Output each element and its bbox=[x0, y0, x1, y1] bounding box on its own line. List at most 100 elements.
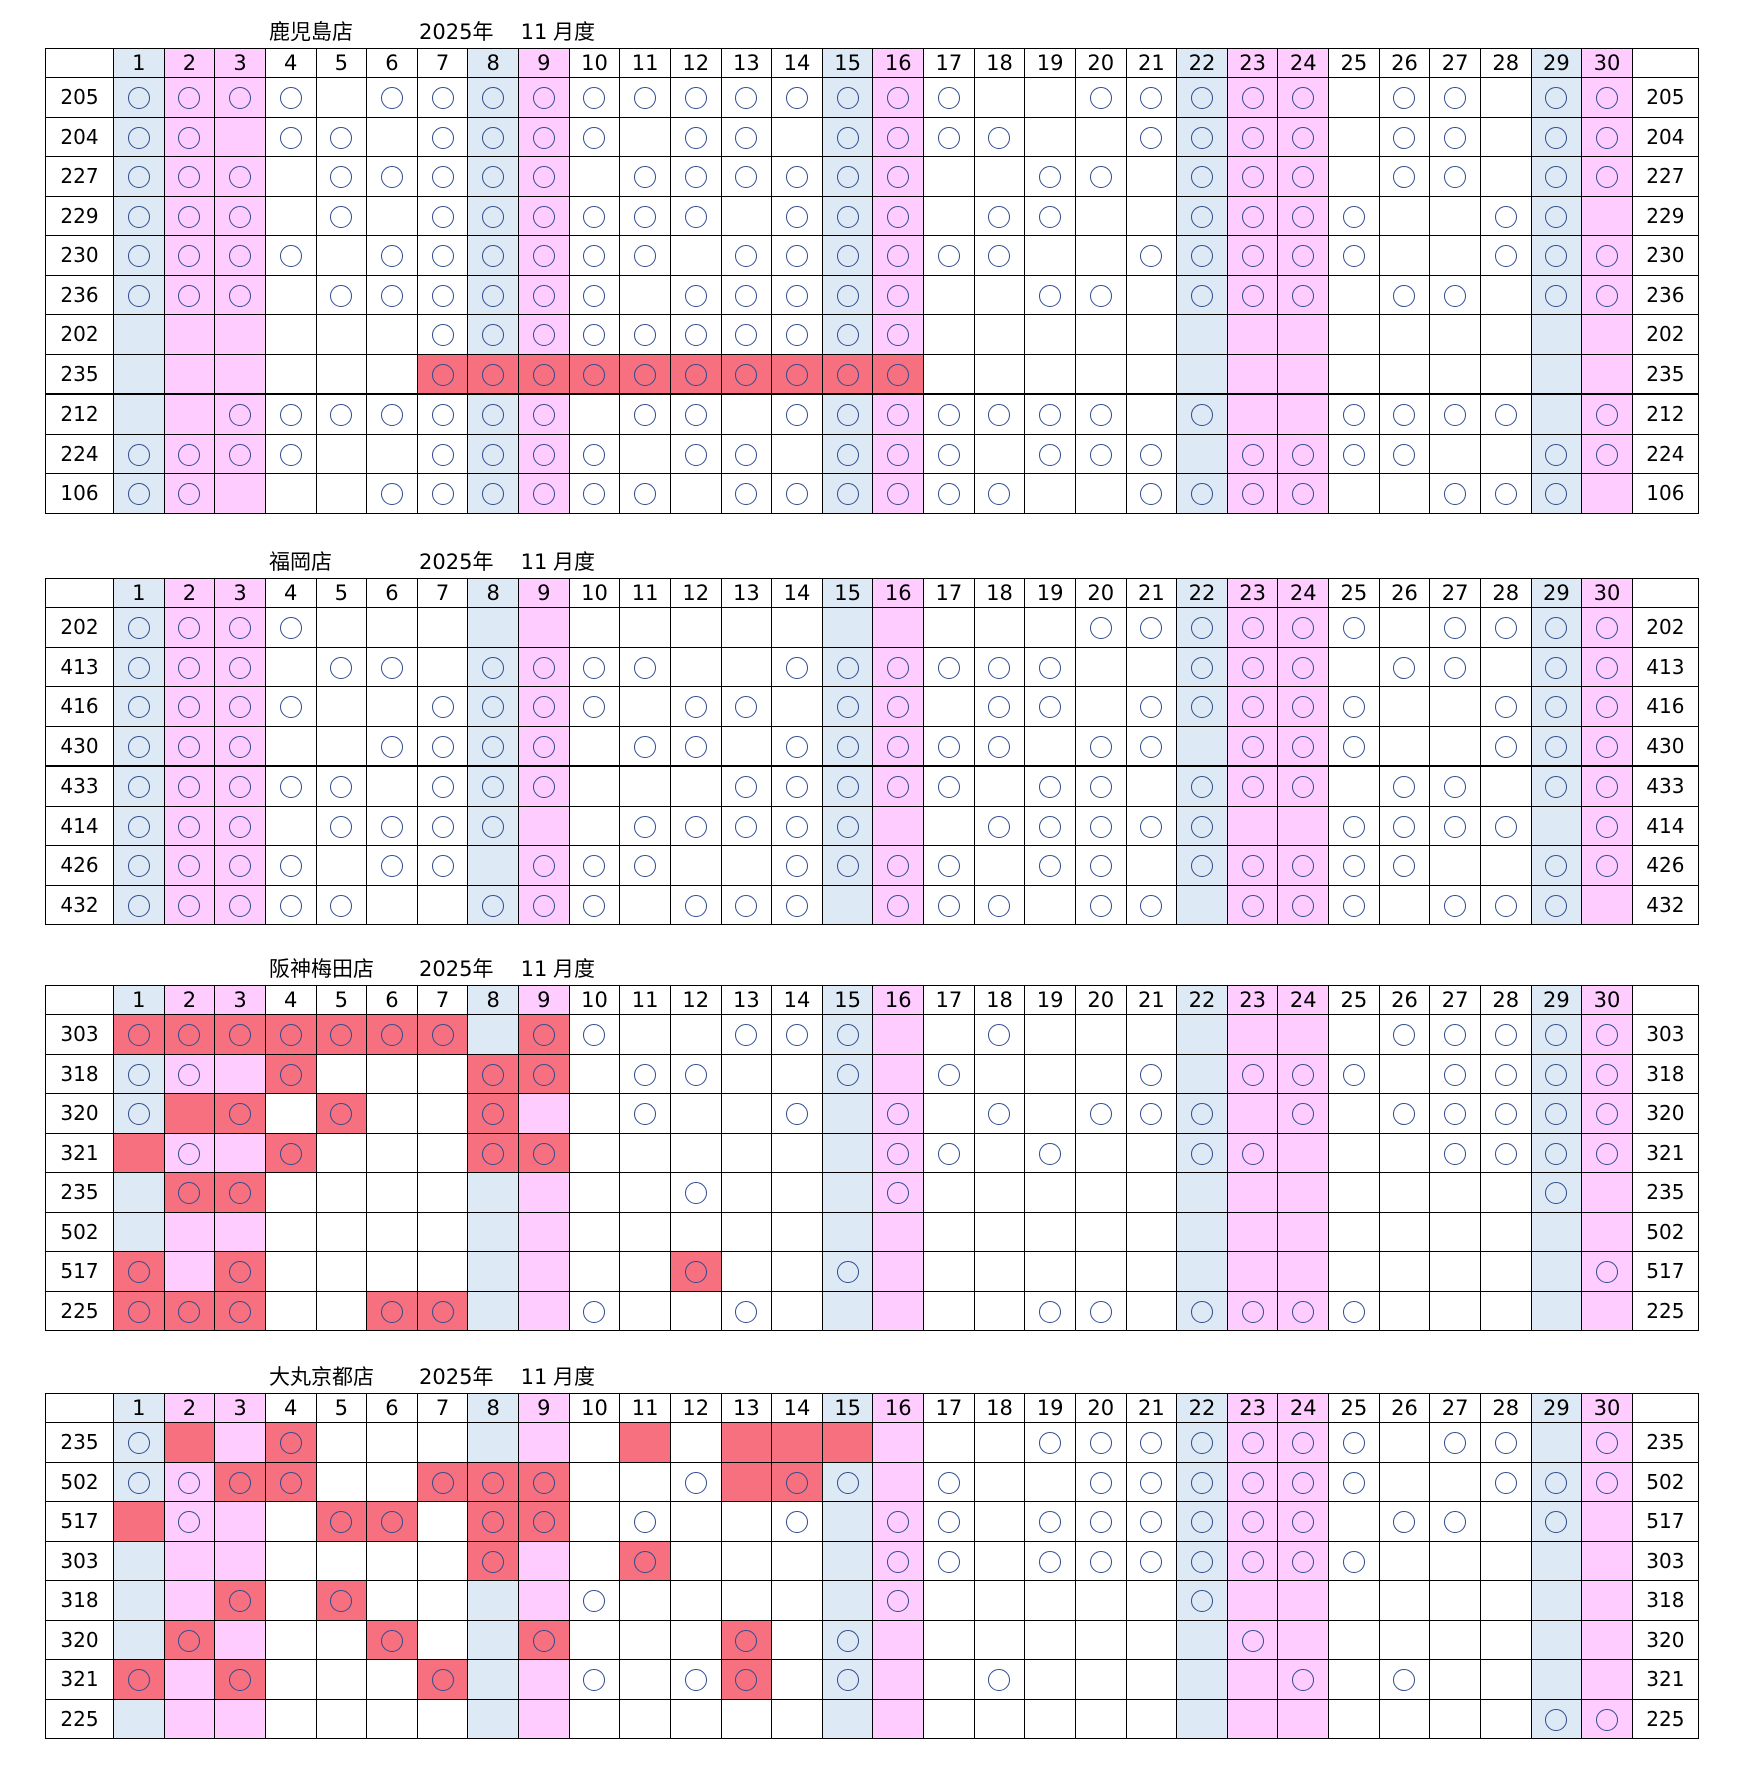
day-cell[interactable] bbox=[264, 1172, 317, 1213]
day-cell[interactable] bbox=[1277, 686, 1330, 727]
day-cell[interactable] bbox=[315, 845, 368, 886]
day-cell[interactable] bbox=[113, 1290, 165, 1331]
day-cell[interactable] bbox=[720, 686, 773, 727]
day-cell[interactable] bbox=[366, 473, 418, 514]
day-cell[interactable] bbox=[1378, 473, 1431, 514]
day-cell[interactable] bbox=[771, 1659, 823, 1700]
day-cell[interactable] bbox=[1125, 473, 1178, 514]
day-cell[interactable] bbox=[1581, 1211, 1633, 1252]
day-cell[interactable] bbox=[366, 1251, 418, 1292]
day-cell[interactable] bbox=[214, 1211, 266, 1252]
day-cell[interactable] bbox=[1226, 1132, 1279, 1173]
day-cell[interactable] bbox=[113, 1619, 165, 1660]
day-cell[interactable] bbox=[163, 473, 216, 514]
day-cell[interactable] bbox=[416, 607, 469, 648]
day-cell[interactable] bbox=[1530, 1172, 1583, 1213]
day-cell[interactable] bbox=[1125, 646, 1178, 687]
day-cell[interactable] bbox=[1176, 607, 1228, 648]
day-cell[interactable] bbox=[1125, 353, 1178, 395]
day-cell[interactable] bbox=[669, 77, 722, 118]
day-cell[interactable] bbox=[771, 765, 823, 807]
day-cell[interactable] bbox=[163, 156, 216, 197]
day-cell[interactable] bbox=[416, 393, 469, 435]
day-cell[interactable] bbox=[669, 1580, 722, 1621]
day-cell[interactable] bbox=[214, 1422, 266, 1463]
day-cell[interactable] bbox=[1581, 116, 1633, 157]
day-cell[interactable] bbox=[821, 1172, 874, 1213]
day-cell[interactable] bbox=[1378, 607, 1431, 648]
day-cell[interactable] bbox=[568, 1093, 621, 1134]
day-cell[interactable] bbox=[619, 1501, 671, 1542]
day-cell[interactable] bbox=[366, 845, 418, 886]
day-cell[interactable] bbox=[264, 805, 317, 846]
day-cell[interactable] bbox=[1479, 1540, 1532, 1581]
day-cell[interactable] bbox=[1074, 1461, 1127, 1502]
day-cell[interactable] bbox=[973, 1132, 1026, 1173]
day-cell[interactable] bbox=[973, 686, 1026, 727]
day-cell[interactable] bbox=[568, 805, 621, 846]
day-cell[interactable] bbox=[1378, 845, 1431, 886]
day-cell[interactable] bbox=[467, 1053, 520, 1094]
day-cell[interactable] bbox=[1176, 765, 1228, 807]
day-cell[interactable] bbox=[1125, 1501, 1178, 1542]
day-cell[interactable] bbox=[619, 1132, 671, 1173]
day-cell[interactable] bbox=[264, 1422, 317, 1463]
day-cell[interactable] bbox=[163, 1053, 216, 1094]
day-cell[interactable] bbox=[1378, 433, 1431, 474]
day-cell[interactable] bbox=[872, 156, 925, 197]
day-cell[interactable] bbox=[1378, 274, 1431, 315]
day-cell[interactable] bbox=[1328, 433, 1380, 474]
day-cell[interactable] bbox=[315, 1501, 368, 1542]
day-cell[interactable] bbox=[467, 1461, 520, 1502]
day-cell[interactable] bbox=[1429, 1619, 1481, 1660]
day-cell[interactable] bbox=[821, 1251, 874, 1292]
day-cell[interactable] bbox=[1479, 845, 1532, 886]
day-cell[interactable] bbox=[1328, 1619, 1380, 1660]
day-cell[interactable] bbox=[1176, 1619, 1228, 1660]
day-cell[interactable] bbox=[214, 393, 266, 435]
day-cell[interactable] bbox=[720, 473, 773, 514]
day-cell[interactable] bbox=[771, 1172, 823, 1213]
day-cell[interactable] bbox=[467, 1290, 520, 1331]
day-cell[interactable] bbox=[1074, 235, 1127, 276]
day-cell[interactable] bbox=[1581, 274, 1633, 315]
day-cell[interactable] bbox=[973, 156, 1026, 197]
day-cell[interactable] bbox=[771, 1580, 823, 1621]
day-cell[interactable] bbox=[467, 156, 520, 197]
day-cell[interactable] bbox=[821, 607, 874, 648]
day-cell[interactable] bbox=[872, 393, 925, 435]
day-cell[interactable] bbox=[1429, 1659, 1481, 1700]
day-cell[interactable] bbox=[1277, 393, 1330, 435]
day-cell[interactable] bbox=[1074, 274, 1127, 315]
day-cell[interactable] bbox=[416, 235, 469, 276]
day-cell[interactable] bbox=[973, 1580, 1026, 1621]
day-cell[interactable] bbox=[1226, 1251, 1279, 1292]
day-cell[interactable] bbox=[214, 765, 266, 807]
day-cell[interactable] bbox=[214, 1251, 266, 1292]
day-cell[interactable] bbox=[1024, 1290, 1076, 1331]
day-cell[interactable] bbox=[1024, 353, 1076, 395]
day-cell[interactable] bbox=[1125, 1422, 1178, 1463]
day-cell[interactable] bbox=[1479, 116, 1532, 157]
day-cell[interactable] bbox=[1581, 77, 1633, 118]
day-cell[interactable] bbox=[1125, 884, 1178, 925]
day-cell[interactable] bbox=[771, 1698, 823, 1739]
day-cell[interactable] bbox=[366, 1540, 418, 1581]
day-cell[interactable] bbox=[568, 1251, 621, 1292]
day-cell[interactable] bbox=[1530, 1698, 1583, 1739]
day-cell[interactable] bbox=[1125, 156, 1178, 197]
day-cell[interactable] bbox=[720, 1251, 773, 1292]
day-cell[interactable] bbox=[1074, 1014, 1127, 1055]
day-cell[interactable] bbox=[163, 1422, 216, 1463]
day-cell[interactable] bbox=[619, 473, 671, 514]
day-cell[interactable] bbox=[973, 1290, 1026, 1331]
day-cell[interactable] bbox=[720, 1580, 773, 1621]
day-cell[interactable] bbox=[416, 195, 469, 236]
day-cell[interactable] bbox=[1581, 884, 1633, 925]
day-cell[interactable] bbox=[1328, 845, 1380, 886]
day-cell[interactable] bbox=[1530, 77, 1583, 118]
day-cell[interactable] bbox=[467, 845, 520, 886]
day-cell[interactable] bbox=[113, 353, 165, 395]
day-cell[interactable] bbox=[1328, 1461, 1380, 1502]
day-cell[interactable] bbox=[669, 1290, 722, 1331]
